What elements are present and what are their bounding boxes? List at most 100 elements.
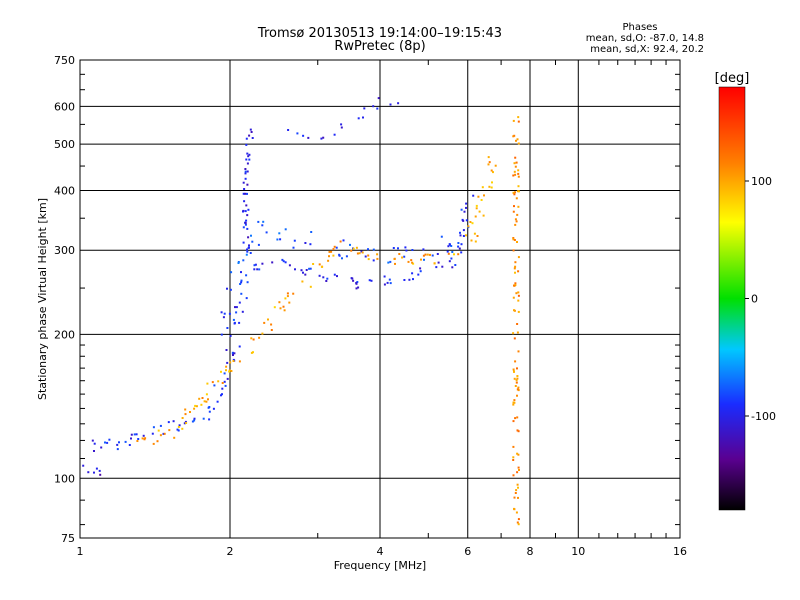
echo-point <box>516 331 519 334</box>
echo-point <box>286 295 289 298</box>
echo-point <box>270 323 273 326</box>
echo-point <box>232 360 235 362</box>
echo-point <box>450 245 453 247</box>
echo-point <box>516 213 519 216</box>
echo-point <box>220 370 222 373</box>
echo-point <box>393 258 396 260</box>
echo-point <box>245 219 248 222</box>
echo-point <box>246 248 248 251</box>
echo-point <box>457 253 460 256</box>
echo-point <box>302 134 305 137</box>
echo-point <box>383 275 386 278</box>
echo-point <box>296 132 299 135</box>
echo-point <box>517 169 520 172</box>
echo-point <box>515 379 518 382</box>
echo-point <box>372 259 375 262</box>
echo-point <box>368 279 371 282</box>
echo-point <box>370 279 373 282</box>
echo-point <box>292 246 295 249</box>
echo-point <box>229 361 232 364</box>
echo-point <box>517 185 520 188</box>
echo-point <box>328 250 331 253</box>
echo-point <box>447 245 450 248</box>
echo-point <box>517 294 520 297</box>
y-tick-label: 400 <box>54 184 75 197</box>
echo-point <box>349 243 351 246</box>
echo-point <box>247 246 250 249</box>
echo-point <box>309 243 312 246</box>
echo-point <box>516 429 519 432</box>
echo-point <box>239 283 242 285</box>
echo-point <box>246 214 249 217</box>
echo-point <box>141 437 144 440</box>
echo-point <box>279 238 282 241</box>
echo-point <box>386 281 389 284</box>
echo-point <box>223 372 226 375</box>
echo-point <box>431 254 434 257</box>
echo-point <box>514 191 516 194</box>
echo-point <box>212 407 215 410</box>
echo-point <box>476 235 479 237</box>
echo-point <box>235 306 238 309</box>
echo-point <box>512 445 515 448</box>
echo-point <box>91 439 94 442</box>
echo-point <box>487 163 490 166</box>
echo-point <box>240 279 243 282</box>
echo-point <box>276 238 279 241</box>
echo-point <box>287 129 290 131</box>
echo-point <box>351 277 354 280</box>
echo-point <box>477 195 480 198</box>
echo-point <box>517 518 520 521</box>
echo-point <box>494 164 497 167</box>
echo-point <box>229 334 232 337</box>
echo-point <box>238 321 241 324</box>
echo-point <box>403 255 406 258</box>
echo-point <box>345 255 348 258</box>
echo-point <box>93 471 95 474</box>
echo-point <box>513 370 515 373</box>
echo-point <box>516 190 519 193</box>
echo-point <box>189 411 191 413</box>
echo-point <box>176 428 179 431</box>
echo-point <box>301 280 304 283</box>
echo-point <box>249 252 252 254</box>
echo-point <box>512 238 515 241</box>
echo-point <box>246 250 249 253</box>
echo-point <box>116 443 119 446</box>
echo-point <box>229 288 232 291</box>
echo-point <box>136 440 139 442</box>
echo-point <box>372 248 375 251</box>
echo-point <box>517 120 520 123</box>
echo-point <box>516 388 519 391</box>
echo-point <box>253 268 256 271</box>
echo-point <box>352 247 355 250</box>
echo-point <box>195 405 198 408</box>
echo-point <box>361 251 364 254</box>
echo-point <box>356 252 359 255</box>
echo-point <box>357 117 360 120</box>
echo-point <box>221 387 224 390</box>
echo-point <box>514 492 517 494</box>
echo-point <box>388 278 391 281</box>
echo-point <box>128 444 131 446</box>
echo-point <box>482 214 485 217</box>
echo-point <box>350 249 353 252</box>
echo-point <box>220 311 223 314</box>
echo-point <box>228 312 231 315</box>
echo-point <box>389 282 392 285</box>
echo-point <box>516 483 519 486</box>
echo-point <box>376 107 379 110</box>
echo-point <box>240 271 242 274</box>
echo-point <box>193 419 196 422</box>
echo-point <box>515 161 518 164</box>
y-tick-label: 300 <box>54 244 75 257</box>
echo-point <box>518 190 520 193</box>
echo-point <box>357 286 360 289</box>
echo-point <box>256 268 259 271</box>
stats-x-mode: mean, sd,X: 92.4, 20.2 <box>590 44 704 55</box>
echo-point <box>514 265 517 268</box>
echo-point <box>490 169 493 172</box>
echo-point <box>172 420 175 423</box>
echo-point <box>360 250 363 253</box>
echo-point <box>453 253 455 256</box>
